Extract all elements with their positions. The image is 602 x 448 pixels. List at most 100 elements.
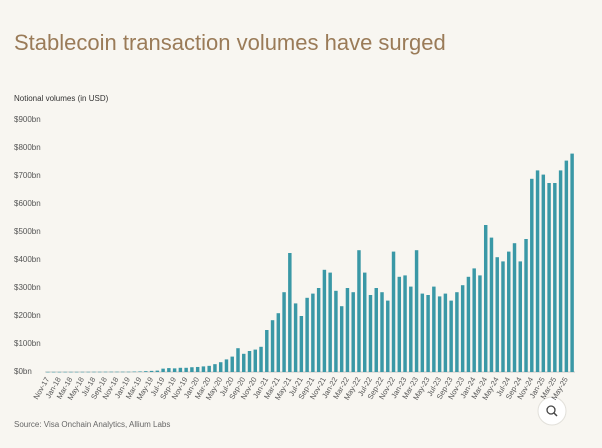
zoom-circle[interactable] <box>537 396 567 426</box>
bar <box>224 359 229 372</box>
bar <box>380 292 384 372</box>
y-tick-label: $300bn <box>14 283 41 292</box>
bar <box>478 275 482 372</box>
bar <box>247 351 252 372</box>
bar <box>74 371 79 373</box>
zoom-handle <box>553 412 558 417</box>
bar <box>98 371 102 373</box>
y-tick-label: $400bn <box>14 255 41 264</box>
bar <box>218 362 223 372</box>
bar <box>80 371 85 373</box>
bar <box>535 170 540 372</box>
bar <box>109 371 113 373</box>
bar <box>374 288 378 372</box>
bar <box>403 275 407 372</box>
bar <box>489 237 494 372</box>
bar <box>305 297 309 372</box>
y-tick-label: $100bn <box>14 339 41 348</box>
bar <box>299 316 304 372</box>
bar <box>334 290 338 372</box>
bar <box>351 292 355 372</box>
y-axis-label: Notional volumes (in USD) <box>14 94 109 103</box>
bar <box>172 368 177 372</box>
bar <box>178 367 183 372</box>
y-tick-label: $500bn <box>14 227 41 236</box>
bar <box>149 370 154 372</box>
bar <box>437 296 442 372</box>
bar <box>115 371 119 373</box>
bar <box>184 367 188 372</box>
bar <box>432 286 436 372</box>
bar <box>311 293 315 372</box>
bar <box>230 356 234 372</box>
bar <box>213 364 217 372</box>
bar <box>69 371 73 373</box>
bar <box>507 251 511 372</box>
chart-title: Stablecoin transaction volumes have surg… <box>14 30 446 55</box>
y-tick-label: $600bn <box>14 199 41 208</box>
y-tick-label: $200bn <box>14 311 41 320</box>
bar <box>472 268 476 372</box>
bar <box>132 371 137 373</box>
bar <box>449 300 453 372</box>
bar <box>564 160 569 372</box>
bar <box>558 170 563 372</box>
bar <box>201 366 206 372</box>
bar <box>547 183 551 372</box>
bar <box>144 371 148 372</box>
bar <box>443 293 448 372</box>
bar <box>518 261 522 372</box>
bar <box>155 370 160 372</box>
bar <box>46 371 50 373</box>
bar <box>495 257 499 372</box>
bar <box>426 295 430 372</box>
bar <box>161 368 165 372</box>
bar <box>363 272 367 372</box>
bar <box>282 292 286 372</box>
bar <box>51 371 56 373</box>
bar <box>126 371 131 373</box>
bar <box>466 276 471 372</box>
bar <box>409 286 413 372</box>
bar <box>512 243 517 372</box>
bar <box>270 320 275 372</box>
bar <box>455 292 459 372</box>
bar <box>57 371 62 373</box>
bar <box>288 253 292 372</box>
bar <box>345 288 350 372</box>
zoom-button[interactable] <box>537 396 567 426</box>
bar <box>391 251 396 372</box>
y-tick-label: $700bn <box>14 171 41 180</box>
bar <box>167 368 171 372</box>
bar <box>420 293 425 372</box>
bar <box>253 349 257 372</box>
bar <box>242 353 246 372</box>
bar <box>524 239 528 372</box>
bar <box>276 313 281 372</box>
bar <box>207 365 211 372</box>
bar <box>460 285 465 372</box>
y-tick-label: $0bn <box>14 367 32 376</box>
bar <box>570 153 574 372</box>
bar <box>195 366 200 372</box>
bar <box>63 371 67 373</box>
bar <box>103 371 108 373</box>
bar <box>368 295 373 372</box>
bar <box>86 371 90 373</box>
bar <box>339 306 344 372</box>
bar <box>92 371 96 373</box>
bar <box>414 250 419 372</box>
bar <box>501 261 505 372</box>
bar <box>121 371 125 373</box>
bar <box>190 367 194 372</box>
zoom-lens <box>546 405 556 415</box>
bar <box>541 174 546 372</box>
y-tick-label: $900bn <box>14 115 41 124</box>
bar <box>316 288 321 372</box>
bar <box>386 300 390 372</box>
bar <box>293 303 298 372</box>
bar <box>138 371 142 372</box>
bar <box>553 183 557 372</box>
